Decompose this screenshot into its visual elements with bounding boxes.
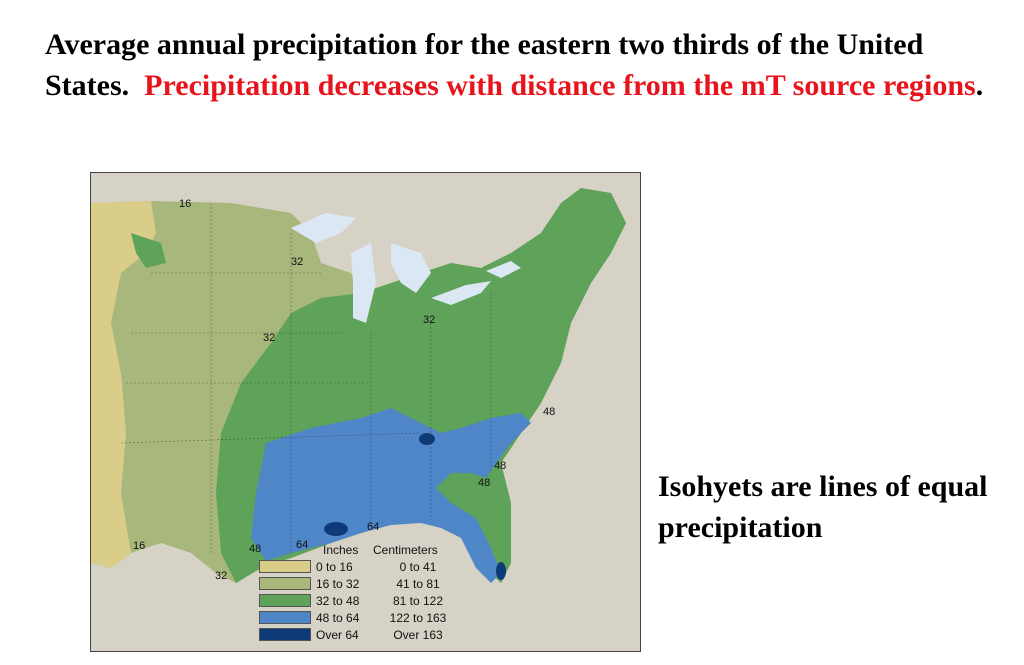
title-black-text: Average annual precipitation for the eas… — [45, 28, 924, 102]
title-period: . — [975, 69, 984, 102]
isohyet-label: 32 — [215, 570, 227, 582]
isohyet-label: 32 — [423, 314, 435, 326]
legend-row: 0 to 16 0 to 41 — [259, 558, 471, 575]
isohyet-label: 64 — [367, 521, 379, 533]
legend-cm: Over 163 — [393, 627, 443, 642]
legend-inches: 48 to 64 — [316, 610, 360, 625]
zone-0-16 — [91, 201, 156, 568]
zone-over-64-appalachian — [419, 433, 435, 445]
great-lakes — [291, 213, 521, 323]
map-legend: Inches Centimeters 0 to 16 0 to 41 16 to… — [259, 543, 471, 643]
isohyet-label: 48 — [494, 460, 506, 472]
legend-row: 16 to 32 41 to 81 — [259, 575, 471, 592]
isohyet-label: 16 — [179, 198, 191, 210]
isohyet-label: 48 — [543, 406, 555, 418]
slide-title: Average annual precipitation for the eas… — [45, 24, 985, 106]
title-red-text: Precipitation decreases with distance fr… — [144, 69, 976, 102]
legend-inches: 32 to 48 — [316, 593, 360, 608]
legend-cm: 41 to 81 — [396, 576, 440, 591]
isohyet-label: 48 — [478, 477, 490, 489]
isohyet-label: 16 — [133, 540, 145, 552]
legend-row: 32 to 48 81 to 122 — [259, 592, 471, 609]
zone-over-64-gulf — [324, 522, 348, 536]
legend-swatch — [259, 560, 311, 573]
legend-inches: Over 64 — [316, 627, 359, 642]
legend-header-cm: Centimeters — [373, 543, 438, 557]
legend-inches: 16 to 32 — [316, 576, 360, 591]
isohyet-label: 64 — [296, 539, 308, 551]
isohyet-label: 48 — [249, 543, 261, 555]
legend-cm: 0 to 41 — [399, 559, 437, 574]
isohyet-definition: Isohyets are lines of equal precipitatio… — [658, 470, 988, 544]
isohyet-label: 32 — [291, 256, 303, 268]
legend-cm: 81 to 122 — [392, 593, 444, 608]
legend-swatch — [259, 577, 311, 590]
legend-swatch — [259, 594, 311, 607]
zone-48-64 — [251, 408, 531, 583]
legend-row: Over 64 Over 163 — [259, 626, 471, 643]
map-graphic: 16 32 32 32 48 48 48 64 64 16 48 32 — [91, 173, 640, 651]
legend-swatch — [259, 628, 311, 641]
legend-inches: 0 to 16 — [316, 559, 353, 574]
isohyet-label: 32 — [263, 332, 275, 344]
precipitation-map: 16 32 32 32 48 48 48 64 64 16 48 32 Inch… — [90, 172, 641, 652]
zone-over-64-florida — [496, 562, 506, 580]
legend-row: 48 to 64 122 to 163 — [259, 609, 471, 626]
legend-header-inches: Inches — [323, 543, 359, 557]
legend-swatch — [259, 611, 311, 624]
legend-cm: 122 to 163 — [389, 610, 447, 625]
